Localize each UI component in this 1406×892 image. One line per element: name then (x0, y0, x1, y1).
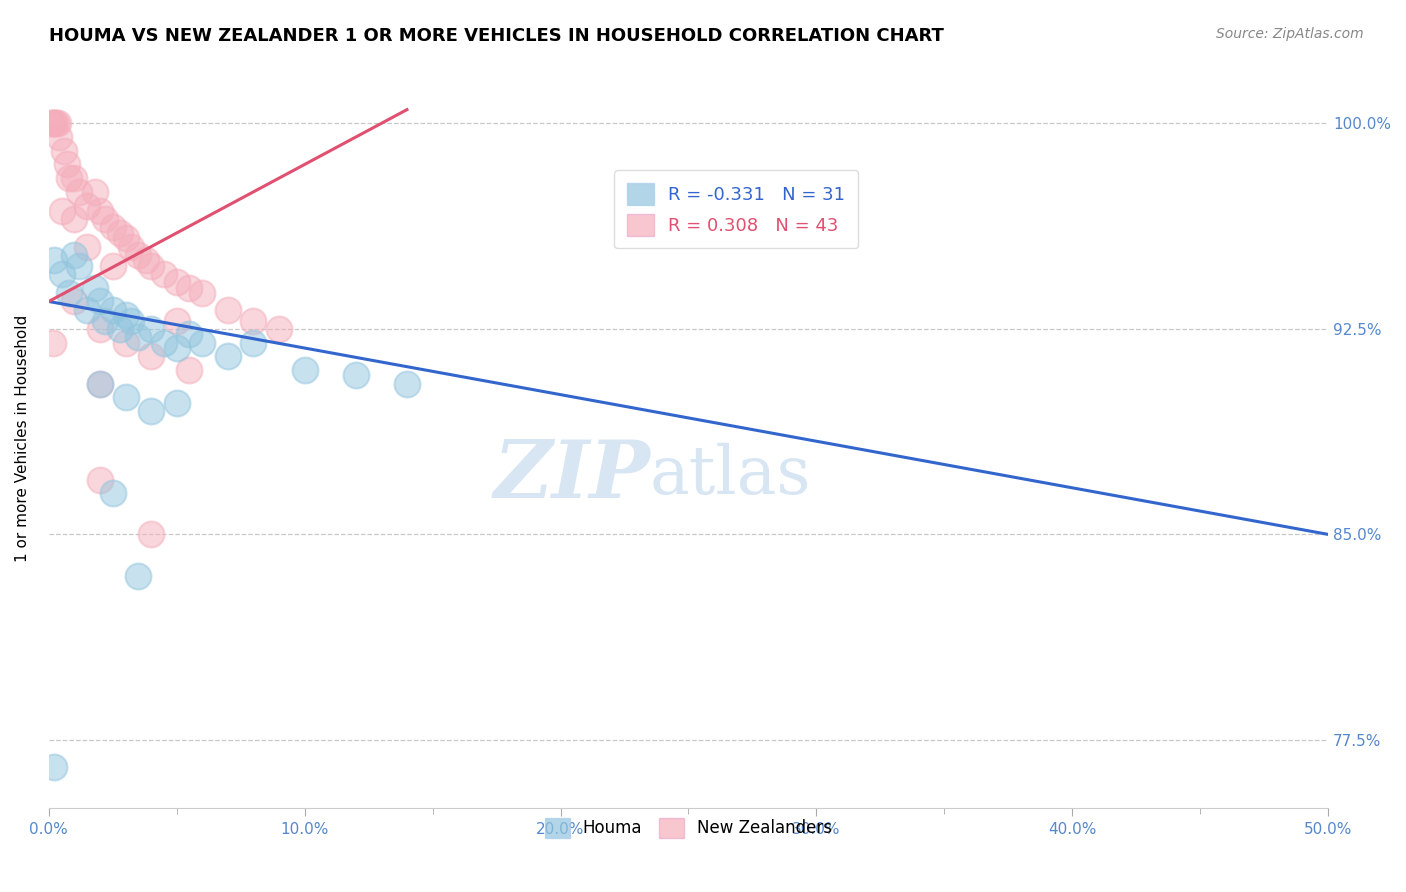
Point (89, 473, 111, 487)
Point (166, 313, 188, 327)
Point (63, 212, 86, 227)
Point (191, 286, 214, 301)
Point (344, 368, 367, 383)
Point (114, 390, 136, 404)
Point (63, 294, 86, 309)
Point (135, 253, 157, 268)
Point (139, 259, 162, 273)
Point (94, 313, 117, 327)
Point (76, 240, 98, 254)
Point (179, 281, 201, 295)
Point (42, 116, 65, 130)
Point (166, 341, 188, 355)
Point (139, 349, 162, 363)
Point (127, 568, 149, 582)
Point (217, 349, 239, 363)
Point (166, 396, 188, 410)
Point (83, 185, 105, 199)
Point (139, 527, 162, 541)
Point (42, 760, 65, 774)
Point (166, 275, 188, 289)
Point (55, 157, 77, 171)
Point (89, 376, 111, 391)
Text: HOUMA VS NEW ZEALANDER 1 OR MORE VEHICLES IN HOUSEHOLD CORRELATION CHART: HOUMA VS NEW ZEALANDER 1 OR MORE VEHICLE… (49, 27, 943, 45)
Point (114, 231, 136, 245)
Text: atlas: atlas (650, 442, 811, 508)
Point (83, 281, 105, 295)
Point (101, 259, 124, 273)
Point (58, 171, 80, 186)
Point (179, 363, 201, 377)
Point (127, 330, 149, 344)
Point (45, 116, 67, 130)
Point (101, 302, 124, 317)
Point (89, 376, 111, 391)
Point (114, 308, 136, 322)
Point (41, 335, 63, 350)
Point (69, 185, 91, 199)
Point (101, 486, 124, 500)
Point (89, 322, 111, 336)
Point (101, 220, 124, 235)
Text: ZIP: ZIP (494, 437, 650, 514)
Point (89, 294, 111, 309)
Point (395, 376, 418, 391)
Point (139, 404, 162, 418)
Point (63, 248, 86, 262)
Point (41, 116, 63, 130)
Point (191, 335, 214, 350)
Point (69, 259, 91, 273)
Point (242, 335, 264, 350)
Point (267, 322, 290, 336)
Point (179, 327, 201, 342)
Point (139, 322, 162, 336)
Point (63, 171, 86, 186)
Point (76, 302, 98, 317)
Point (217, 302, 239, 317)
Point (294, 363, 316, 377)
Point (48, 130, 70, 145)
Legend: Houma, New Zealanders: Houma, New Zealanders (538, 811, 839, 845)
Text: Source: ZipAtlas.com: Source: ZipAtlas.com (1216, 27, 1364, 41)
Point (58, 286, 80, 301)
Point (53, 144, 76, 158)
Point (153, 267, 176, 281)
Point (114, 335, 136, 350)
Y-axis label: 1 or more Vehicles in Household: 1 or more Vehicles in Household (15, 315, 30, 562)
Point (94, 212, 117, 227)
Point (42, 253, 65, 268)
Point (120, 313, 142, 327)
Point (51, 204, 73, 219)
Point (89, 204, 111, 219)
Point (51, 267, 73, 281)
Point (120, 240, 142, 254)
Point (110, 226, 132, 240)
Point (76, 198, 98, 212)
Point (153, 335, 176, 350)
Point (110, 322, 132, 336)
Point (46, 116, 69, 130)
Point (39, 116, 62, 130)
Point (242, 313, 264, 327)
Point (127, 248, 149, 262)
